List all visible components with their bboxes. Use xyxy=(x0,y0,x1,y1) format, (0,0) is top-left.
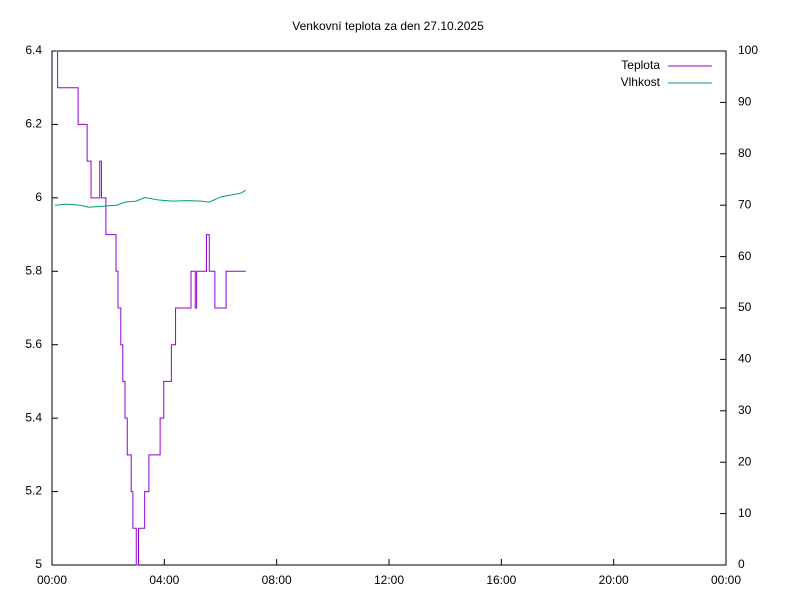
y-tick-label: 6.2 xyxy=(25,117,42,131)
y2-tick-label: 70 xyxy=(738,197,752,211)
plot-frame xyxy=(51,50,727,566)
y2-tick-label: 60 xyxy=(738,249,752,263)
series-line xyxy=(55,50,246,566)
y-tick-label: 5.4 xyxy=(25,410,42,424)
y-tick-label: 6 xyxy=(35,190,42,204)
y2-tick-label: 50 xyxy=(738,300,752,314)
y-tick-label: 5 xyxy=(35,557,42,571)
y2-tick-label: 0 xyxy=(738,557,745,571)
x-tick-label: 00:00 xyxy=(37,573,67,587)
y-tick-label: 5.2 xyxy=(25,484,42,498)
chart-title: Venkovní teplota za den 27.10.2025 xyxy=(292,19,484,33)
y2-tick-label: 90 xyxy=(738,95,752,109)
y2-tick-label: 20 xyxy=(738,454,752,468)
x-tick-label: 20:00 xyxy=(599,573,629,587)
x-tick-label: 12:00 xyxy=(374,573,404,587)
x-tick-label: 04:00 xyxy=(149,573,179,587)
y2-tick-label: 40 xyxy=(738,352,752,366)
y-tick-label: 6.4 xyxy=(25,43,42,57)
x-tick-label: 08:00 xyxy=(262,573,292,587)
y2-tick-label: 10 xyxy=(738,506,752,520)
legend-label: Teplota xyxy=(621,58,660,72)
x-tick-label: 16:00 xyxy=(486,573,516,587)
y-tick-label: 5.8 xyxy=(25,263,42,277)
y2-tick-label: 80 xyxy=(738,146,752,160)
y-tick-label: 5.6 xyxy=(25,337,42,351)
legend-label: Vlhkost xyxy=(621,75,661,89)
y2-tick-label: 30 xyxy=(738,403,752,417)
y2-tick-label: 100 xyxy=(738,43,758,57)
x-tick-label: 00:00 xyxy=(711,573,741,587)
series-line xyxy=(54,189,247,208)
